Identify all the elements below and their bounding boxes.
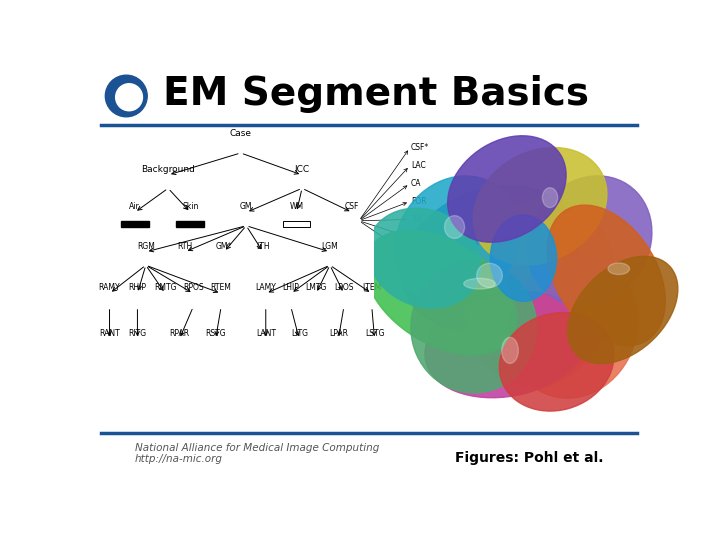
Text: RVE: RVE	[411, 251, 426, 260]
Ellipse shape	[502, 338, 518, 363]
Text: LTEM: LTEM	[362, 284, 382, 292]
Ellipse shape	[365, 231, 516, 355]
Text: LITG: LITG	[291, 329, 307, 338]
Text: National Alliance for Medical Image Computing
http://na-mic.org: National Alliance for Medical Image Comp…	[135, 443, 379, 464]
Text: LPAR: LPAR	[329, 329, 348, 338]
Text: RTEM: RTEM	[211, 284, 232, 292]
Bar	[282, 221, 310, 227]
Text: LAMY: LAMY	[256, 284, 276, 292]
Text: RGM: RGM	[137, 242, 155, 251]
Text: LMTG: LMTG	[305, 284, 327, 292]
Ellipse shape	[473, 147, 607, 265]
Text: LLV: LLV	[411, 233, 424, 242]
Text: LTH: LTH	[256, 242, 270, 251]
Text: LPOS: LPOS	[334, 284, 354, 292]
Ellipse shape	[508, 256, 638, 398]
Text: THI: THI	[411, 215, 423, 224]
Text: LGM: LGM	[322, 242, 338, 251]
Ellipse shape	[528, 176, 652, 306]
Text: RITG: RITG	[128, 329, 146, 338]
Text: GM*: GM*	[216, 242, 232, 251]
Ellipse shape	[608, 263, 629, 274]
Text: RTH: RTH	[177, 242, 192, 251]
Text: RSTG: RSTG	[205, 329, 226, 338]
Text: RHIP: RHIP	[128, 284, 146, 292]
Text: RANT: RANT	[99, 329, 120, 338]
Ellipse shape	[464, 278, 495, 289]
Bar	[176, 221, 204, 227]
Text: Air: Air	[130, 202, 140, 211]
Text: LAC: LAC	[411, 161, 426, 170]
Text: RMTG: RMTG	[154, 284, 176, 292]
Ellipse shape	[402, 185, 579, 331]
Ellipse shape	[547, 205, 665, 346]
Text: CSF: CSF	[345, 202, 359, 211]
Text: LSTG: LSTG	[365, 329, 384, 338]
Text: RPOS: RPOS	[183, 284, 204, 292]
Text: Case: Case	[230, 130, 252, 138]
Text: EM Segment Basics: EM Segment Basics	[163, 75, 588, 113]
Text: LANT: LANT	[256, 329, 276, 338]
Ellipse shape	[116, 84, 143, 111]
Ellipse shape	[568, 256, 678, 363]
Text: LHIP: LHIP	[282, 284, 300, 292]
Ellipse shape	[477, 264, 503, 287]
Text: Figures: Pohl et al.: Figures: Pohl et al.	[455, 451, 603, 465]
Text: RAMY: RAMY	[99, 284, 120, 292]
Ellipse shape	[490, 215, 557, 301]
Text: FOR: FOR	[411, 197, 426, 206]
Ellipse shape	[395, 176, 519, 306]
Ellipse shape	[542, 188, 558, 207]
Text: RPAR: RPAR	[169, 329, 189, 338]
Text: GM: GM	[240, 202, 253, 211]
Bar	[121, 221, 148, 227]
Text: CSF*: CSF*	[411, 144, 429, 152]
Ellipse shape	[464, 199, 616, 387]
Text: ICC: ICC	[294, 165, 310, 174]
Ellipse shape	[425, 291, 589, 398]
Ellipse shape	[444, 215, 464, 239]
Ellipse shape	[499, 313, 614, 411]
Text: Skin: Skin	[182, 202, 199, 211]
Text: Background: Background	[141, 165, 195, 174]
Text: WM: WM	[289, 202, 304, 211]
Ellipse shape	[448, 136, 566, 242]
Ellipse shape	[411, 261, 536, 393]
Ellipse shape	[105, 75, 147, 117]
Text: CA: CA	[411, 179, 421, 188]
Ellipse shape	[367, 208, 481, 308]
